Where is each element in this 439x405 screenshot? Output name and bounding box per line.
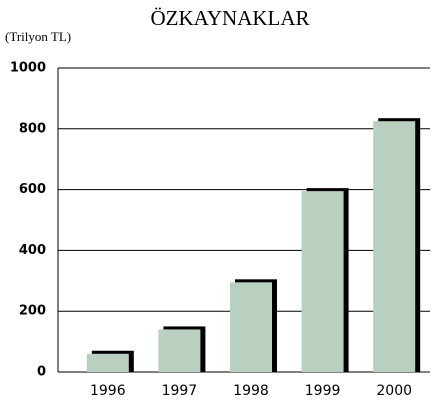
bar — [158, 329, 201, 372]
x-tick-label: 2000 — [376, 383, 412, 399]
y-tick-label: 400 — [19, 243, 46, 258]
x-tick-label: 1998 — [233, 383, 269, 399]
bar — [86, 353, 129, 372]
chart-title: ÖZKAYNAKLAR — [150, 6, 309, 30]
axis-label: (Trilyon TL) — [5, 29, 71, 44]
y-tick-label: 600 — [19, 182, 46, 197]
bar — [230, 282, 272, 372]
y-tick-label: 800 — [19, 121, 46, 136]
y-tick-label: 1000 — [10, 61, 46, 76]
x-tick-label: 1996 — [90, 383, 126, 399]
y-tick-label: 0 — [37, 365, 46, 380]
y-tick-label: 200 — [19, 304, 46, 319]
x-tick-label: 1999 — [305, 383, 341, 399]
bar — [373, 121, 416, 372]
x-tick-label: 1997 — [162, 383, 198, 399]
bar — [301, 191, 344, 372]
